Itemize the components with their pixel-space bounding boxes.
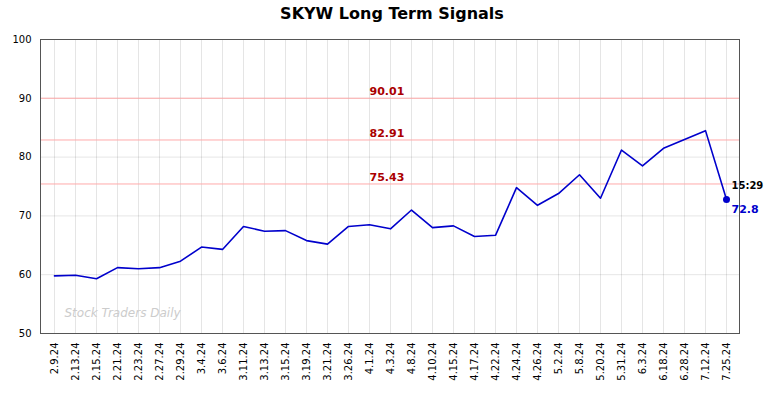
svg-text:2.23.24: 2.23.24 bbox=[133, 343, 144, 381]
svg-text:6.3.24: 6.3.24 bbox=[637, 343, 648, 375]
svg-text:3.15.24: 3.15.24 bbox=[280, 343, 291, 381]
svg-text:90.01: 90.01 bbox=[370, 85, 405, 98]
svg-text:2.13.24: 2.13.24 bbox=[70, 343, 81, 381]
svg-text:3.6.24: 3.6.24 bbox=[217, 343, 228, 375]
html-text:SKYW Long Term Signals: SKYW Long Term Signals bbox=[280, 4, 504, 23]
svg-text:4.1.24: 4.1.24 bbox=[364, 343, 375, 375]
svg-text:70: 70 bbox=[19, 210, 32, 221]
svg-text:3.26.24: 3.26.24 bbox=[343, 343, 354, 381]
svg-text:6.18.24: 6.18.24 bbox=[658, 343, 669, 381]
svg-text:75.43: 75.43 bbox=[370, 170, 405, 183]
svg-text:2.15.24: 2.15.24 bbox=[91, 343, 102, 381]
svg-text:4.10.24: 4.10.24 bbox=[427, 343, 438, 381]
svg-text:2.29.24: 2.29.24 bbox=[175, 343, 186, 381]
svg-text:100: 100 bbox=[12, 34, 31, 45]
svg-text:3.13.24: 3.13.24 bbox=[259, 343, 270, 381]
svg-text:82.91: 82.91 bbox=[370, 127, 405, 140]
svg-text:5.8.24: 5.8.24 bbox=[574, 343, 585, 375]
svg-text:2.21.24: 2.21.24 bbox=[112, 343, 123, 381]
svg-text:4.17.24: 4.17.24 bbox=[469, 343, 480, 381]
svg-text:90: 90 bbox=[19, 93, 32, 104]
svg-text:4.26.24: 4.26.24 bbox=[532, 343, 543, 381]
svg-text:Stock Traders Daily: Stock Traders Daily bbox=[65, 306, 182, 320]
svg-text:4.24.24: 4.24.24 bbox=[511, 343, 522, 381]
svg-text:5.2.24: 5.2.24 bbox=[553, 343, 564, 375]
svg-text:2.9.24: 2.9.24 bbox=[49, 343, 60, 375]
svg-text:7.25.24: 7.25.24 bbox=[721, 343, 732, 381]
svg-text:5.20.24: 5.20.24 bbox=[595, 343, 606, 381]
svg-text:15:29: 15:29 bbox=[732, 180, 764, 191]
svg-text:5.31.24: 5.31.24 bbox=[616, 343, 627, 381]
svg-text:4.15.24: 4.15.24 bbox=[448, 343, 459, 381]
svg-text:3.4.24: 3.4.24 bbox=[196, 343, 207, 375]
svg-text:4.8.24: 4.8.24 bbox=[406, 343, 417, 375]
svg-text:2.27.24: 2.27.24 bbox=[154, 343, 165, 381]
svg-text:4.3.24: 4.3.24 bbox=[385, 343, 396, 375]
svg-text:3.21.24: 3.21.24 bbox=[322, 343, 333, 381]
svg-text:3.19.24: 3.19.24 bbox=[301, 343, 312, 381]
svg-text:50: 50 bbox=[19, 328, 32, 339]
svg-text:80: 80 bbox=[19, 151, 32, 162]
svg-text:7.12.24: 7.12.24 bbox=[700, 343, 711, 381]
svg-text:72.8: 72.8 bbox=[732, 203, 759, 216]
svg-text:4.22.24: 4.22.24 bbox=[490, 343, 501, 381]
svg-text:6.28.24: 6.28.24 bbox=[679, 343, 690, 381]
svg-text:60: 60 bbox=[19, 269, 32, 280]
svg-text:3.11.24: 3.11.24 bbox=[238, 343, 249, 381]
